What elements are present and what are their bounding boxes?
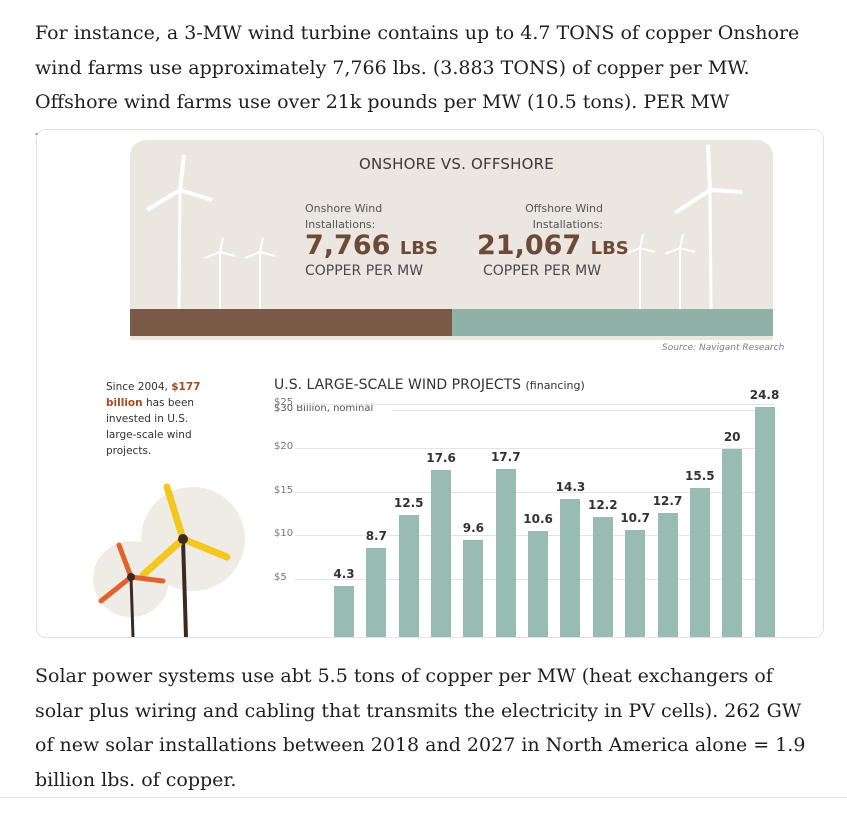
chart-bar bbox=[722, 449, 743, 637]
bar-value-label: 12.7 bbox=[652, 493, 683, 508]
onshore-label: Onshore Wind Installations: bbox=[305, 202, 383, 231]
bar-value-label: 14.3 bbox=[555, 479, 586, 494]
wind-turbines-illustration bbox=[145, 144, 743, 311]
y-tick-label: $5 bbox=[274, 572, 287, 584]
offshore-water bbox=[452, 309, 773, 336]
chart-bar bbox=[689, 488, 710, 637]
red-turbine-icon bbox=[98, 542, 166, 637]
onshore-large-turbine-icon bbox=[145, 154, 213, 311]
source-note: Source: Navigant Research bbox=[662, 343, 785, 353]
bar-value-label: 17.6 bbox=[426, 450, 456, 465]
comparison-header: ONSHORE VS. OFFSHORE bbox=[359, 155, 554, 173]
chart-bar bbox=[754, 407, 775, 637]
bar-value-label: 17.7 bbox=[490, 450, 521, 465]
chart-bar bbox=[528, 531, 549, 637]
chart-title: U.S. LARGE-SCALE WIND PROJECTS (financin… bbox=[274, 377, 585, 393]
y-tick-label: $25 bbox=[274, 397, 294, 409]
chart-bar bbox=[431, 469, 452, 637]
offshore-value: 21,067 LBS bbox=[477, 230, 629, 261]
onshore-subtitle: COPPER PER MW bbox=[305, 263, 424, 279]
chart-bar bbox=[463, 539, 484, 637]
gridline bbox=[295, 448, 775, 449]
chart-bar bbox=[366, 547, 387, 637]
wind-copper-infographic: ONSHORE VS. OFFSHORE Onshore Wind Instal… bbox=[36, 129, 824, 638]
gridline bbox=[392, 410, 775, 411]
solar-paragraph: Solar power systems use abt 5.5 tons of … bbox=[35, 665, 806, 791]
offshore-label: Offshore Wind Installations: bbox=[525, 202, 603, 231]
chart-bar bbox=[592, 517, 613, 637]
gridline bbox=[295, 404, 775, 406]
y-tick-label: $30 bbox=[274, 403, 294, 414]
bar-value-label: 20 bbox=[723, 430, 741, 444]
bar-value-label: 10.7 bbox=[620, 511, 650, 526]
bar-value-label: 15.5 bbox=[685, 469, 715, 484]
bar-value-label: 9.6 bbox=[462, 520, 485, 535]
chart-bar bbox=[495, 469, 516, 637]
page-divider bbox=[0, 797, 847, 798]
y-tick-label: $20 bbox=[274, 441, 294, 452]
y-tick-label: $15 bbox=[274, 484, 294, 496]
chart-bar bbox=[398, 514, 419, 637]
bar-value-label: 10.6 bbox=[523, 512, 553, 527]
investment-note: Since 2004, $177 billion has been invest… bbox=[106, 381, 201, 457]
bar-value-label: 8.7 bbox=[365, 528, 387, 543]
offshore-subtitle: COPPER PER MW bbox=[483, 263, 602, 279]
turbine-halo-large bbox=[141, 487, 245, 591]
onshore-small-turbine-icon bbox=[204, 237, 276, 310]
bar-value-label: 12.2 bbox=[587, 498, 618, 513]
yellow-turbine-icon bbox=[139, 483, 231, 637]
onshore-value: 7,766 LBS bbox=[305, 230, 438, 261]
bar-value-label: 24.8 bbox=[749, 388, 780, 403]
chart-bar bbox=[625, 530, 646, 637]
onshore-ground bbox=[130, 309, 452, 336]
chart-subtitle: $30 Billion, nominal bbox=[274, 403, 374, 414]
onshore-offshore-panel bbox=[130, 140, 773, 340]
gridline bbox=[295, 491, 775, 493]
bar-value-label: 12.5 bbox=[393, 495, 424, 510]
chart-bar bbox=[657, 512, 678, 637]
bar-value-label: 4.3 bbox=[333, 567, 355, 582]
offshore-small-turbine-icon bbox=[624, 233, 696, 310]
offshore-large-turbine-icon bbox=[673, 144, 743, 311]
y-tick-label: $10 bbox=[274, 528, 294, 540]
chart-bar bbox=[560, 498, 581, 637]
colorful-turbines-illustration bbox=[93, 483, 245, 637]
chart-bar bbox=[334, 586, 354, 637]
